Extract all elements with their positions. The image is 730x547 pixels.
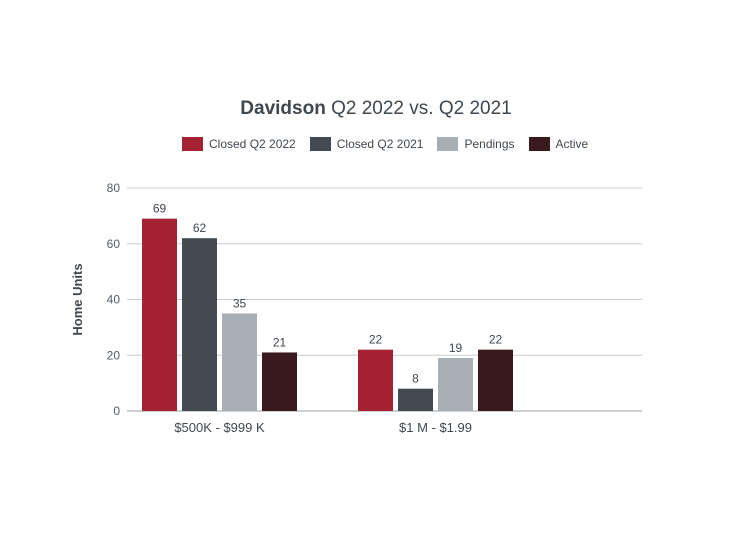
bar: [222, 313, 257, 411]
chart-legend: Closed Q2 2022 Closed Q2 2021 Pendings A…: [182, 137, 602, 151]
y-tick-label: 0: [113, 404, 120, 418]
bar: [478, 349, 513, 411]
y-axis-label: Home Units: [70, 263, 85, 335]
legend-item-closed-q2-2021: Closed Q2 2021: [309, 137, 424, 151]
legend-item-pendings: Pendings: [437, 137, 515, 151]
bar: [262, 352, 297, 411]
y-tick-label: 60: [107, 237, 121, 251]
legend-label: Closed Q2 2021: [336, 137, 424, 151]
legend-swatch: [437, 137, 459, 151]
bar: [398, 388, 433, 411]
chart-title: Davidson Q2 2022 vs. Q2 2021: [0, 98, 730, 120]
data-label: 8: [412, 372, 419, 386]
chart-title-bold: Davidson: [240, 98, 326, 119]
data-label: 35: [233, 296, 247, 310]
data-label: 19: [449, 341, 463, 355]
data-label: 62: [193, 221, 207, 235]
legend-label: Pendings: [464, 137, 515, 151]
data-label: 69: [153, 202, 167, 216]
legend-label: Active: [555, 137, 589, 151]
x-tick-label: $500K - $999 K: [174, 420, 265, 435]
legend-swatch: [309, 137, 331, 151]
chart-title-rest: Q2 2022 vs. Q2 2021: [325, 98, 512, 119]
legend-swatch: [182, 137, 203, 151]
legend-item-closed-q2-2022: Closed Q2 2022: [182, 137, 296, 151]
y-tick-label: 40: [107, 293, 121, 307]
data-label: 21: [273, 335, 287, 349]
bar: [358, 349, 393, 411]
legend-swatch: [528, 137, 550, 151]
data-label: 22: [369, 333, 383, 347]
bar: [438, 358, 473, 411]
legend-item-active: Active: [528, 137, 589, 151]
y-tick-label: 80: [107, 181, 121, 195]
x-tick-label: $1 M - $1.99: [399, 420, 472, 435]
bar: [182, 238, 217, 411]
y-tick-label: 20: [107, 348, 121, 362]
data-label: 22: [489, 333, 503, 347]
bar: [142, 218, 177, 411]
legend-label: Closed Q2 2022: [209, 137, 296, 151]
